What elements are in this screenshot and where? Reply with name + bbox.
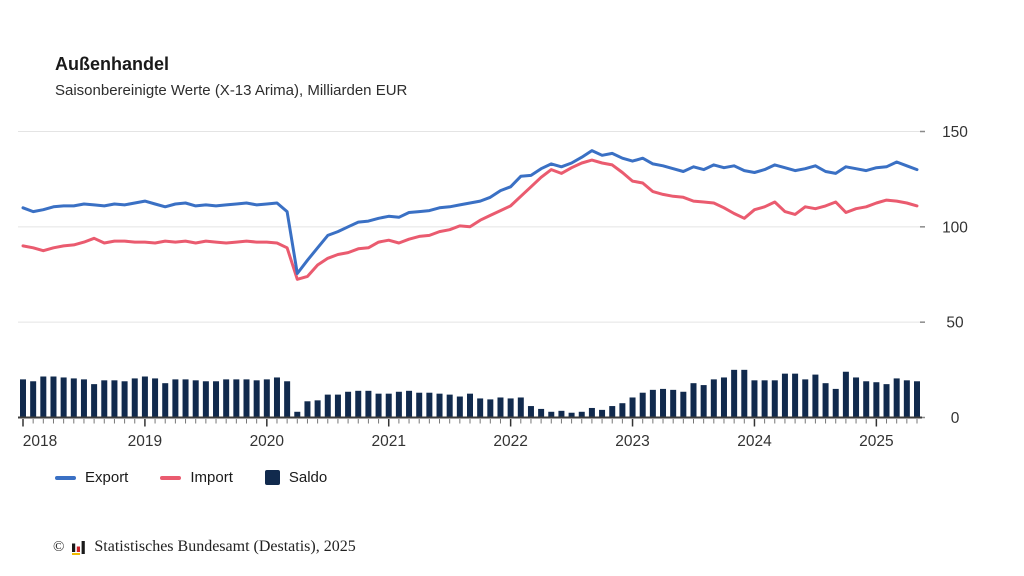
- svg-text:2020: 2020: [250, 433, 285, 450]
- chart-title: Außenhandel: [55, 54, 170, 74]
- chart-subtitle: Saisonbereinigte Werte (X-13 Arima), Mil…: [55, 82, 408, 99]
- footer-source-text: Statistisches Bundesamt (Destatis), 2025: [94, 538, 356, 555]
- chart-legend: Export Import Saldo: [55, 469, 327, 486]
- svg-text:2024: 2024: [737, 433, 772, 450]
- legend-item-export[interactable]: Export: [55, 469, 128, 486]
- destatis-logo-icon: [71, 539, 87, 555]
- export-line-swatch-icon: [55, 475, 76, 480]
- svg-text:0: 0: [951, 410, 960, 427]
- svg-text:2018: 2018: [23, 433, 57, 450]
- legend-label-export: Export: [85, 469, 129, 486]
- svg-text:100: 100: [942, 219, 968, 236]
- saldo-bar-swatch-icon: [264, 470, 280, 485]
- svg-text:150: 150: [942, 124, 968, 141]
- copyright-symbol: ©: [53, 538, 65, 555]
- copyright-footer: © Statistisches Bundesamt (Destatis), 20…: [53, 538, 356, 556]
- import-line-swatch-icon: [160, 475, 182, 480]
- legend-item-import[interactable]: Import: [160, 469, 233, 486]
- legend-label-import: Import: [190, 469, 233, 486]
- svg-text:2023: 2023: [615, 433, 649, 450]
- svg-text:2021: 2021: [371, 433, 405, 450]
- legend-label-saldo: Saldo: [288, 469, 328, 486]
- svg-text:2025: 2025: [859, 433, 893, 450]
- svg-text:50: 50: [946, 315, 964, 332]
- svg-text:2019: 2019: [128, 433, 162, 450]
- svg-text:2022: 2022: [493, 433, 527, 450]
- legend-item-saldo[interactable]: Saldo: [264, 469, 328, 486]
